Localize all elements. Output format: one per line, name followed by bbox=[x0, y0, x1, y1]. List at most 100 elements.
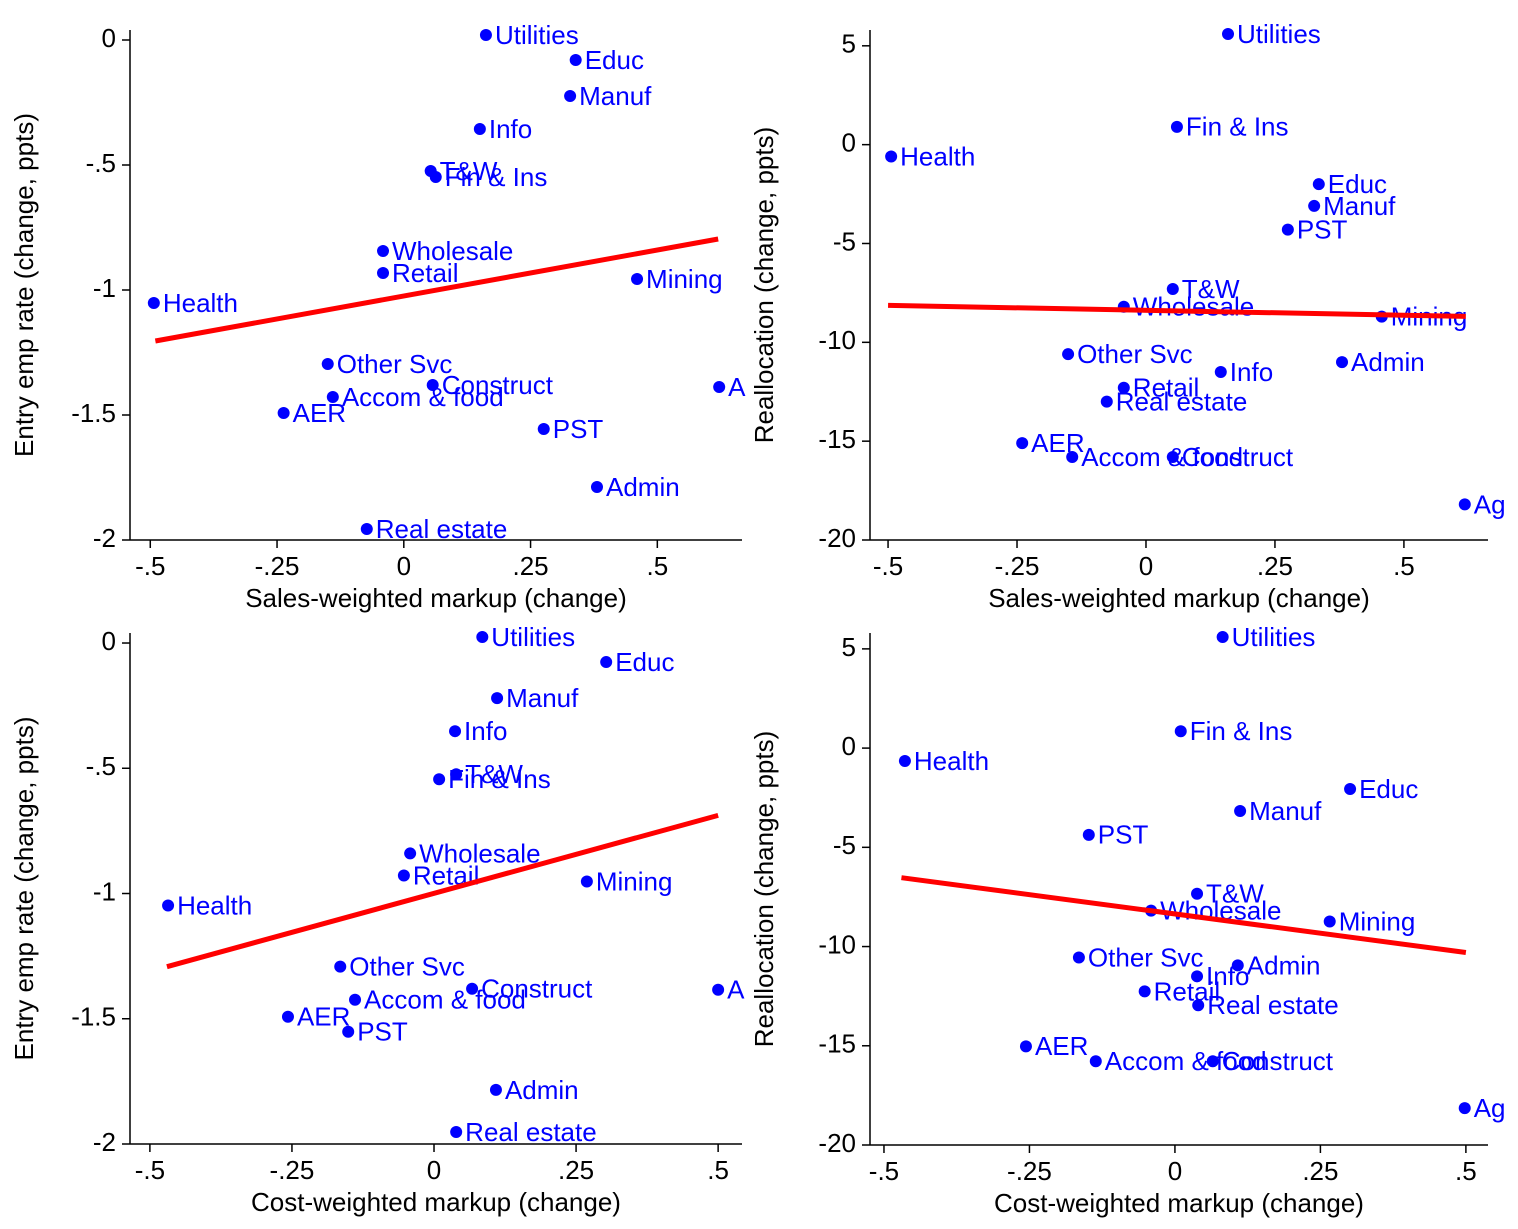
y-tick-label: -5 bbox=[833, 830, 856, 860]
point-label: Utilities bbox=[491, 622, 575, 652]
y-tick-label: -15 bbox=[818, 424, 856, 454]
point-label: Info bbox=[1206, 961, 1249, 991]
point-label: Utilities bbox=[1237, 19, 1321, 49]
point bbox=[277, 407, 290, 419]
point bbox=[342, 1025, 355, 1038]
point-label: Admin bbox=[505, 1075, 579, 1105]
y-tick-label: -20 bbox=[818, 1128, 856, 1158]
point bbox=[564, 90, 577, 102]
point bbox=[1281, 223, 1294, 236]
x-tick-label: 0 bbox=[1168, 1156, 1182, 1186]
point-label: PST bbox=[553, 414, 604, 444]
point bbox=[1323, 915, 1336, 928]
point-label: Wholesale bbox=[1133, 292, 1254, 322]
point bbox=[1016, 437, 1029, 450]
point-label: Admin bbox=[1247, 950, 1321, 980]
point-label: Other Svc bbox=[1077, 339, 1193, 369]
point-label: Real estate bbox=[376, 514, 508, 544]
point bbox=[1216, 630, 1229, 643]
point bbox=[1458, 498, 1471, 511]
point-label: Construct bbox=[442, 370, 554, 400]
y-tick-label: 0 bbox=[102, 23, 116, 53]
y-axis-title: Entry emp rate (change, ppts) bbox=[9, 717, 39, 1061]
point-label: T&W bbox=[1206, 879, 1264, 909]
point-label: Accom & food bbox=[342, 382, 504, 412]
point bbox=[712, 983, 725, 996]
point-label: Health bbox=[177, 890, 252, 920]
point-label: PST bbox=[1098, 820, 1149, 850]
point bbox=[1166, 282, 1179, 295]
y-tick-label: 0 bbox=[842, 128, 856, 158]
point-label: Mining bbox=[646, 264, 723, 294]
point bbox=[580, 875, 593, 888]
x-axis-title: Sales-weighted markup (change) bbox=[988, 583, 1370, 613]
y-tick-label: -2 bbox=[93, 1127, 116, 1157]
point-label: Fin & Ins bbox=[448, 764, 551, 794]
x-tick-label: .25 bbox=[1302, 1156, 1338, 1186]
point-label: Accom & food bbox=[1081, 442, 1243, 472]
y-tick-label: -20 bbox=[818, 523, 856, 553]
point-label: Construct bbox=[1222, 1046, 1334, 1076]
point bbox=[1062, 348, 1075, 361]
x-tick-label: 0 bbox=[397, 551, 411, 581]
point-label: Health bbox=[163, 288, 238, 318]
x-tick-label: -.5 bbox=[869, 1156, 899, 1186]
point bbox=[1192, 999, 1205, 1012]
point bbox=[1170, 120, 1183, 133]
y-tick-label: 0 bbox=[102, 626, 116, 656]
point bbox=[1214, 365, 1227, 378]
y-axis-title: Reallocation (change, ppts) bbox=[749, 127, 779, 444]
point-label: Real estate bbox=[1116, 387, 1248, 417]
point bbox=[397, 869, 410, 882]
x-axis-title: Sales-weighted markup (change) bbox=[245, 583, 627, 613]
point bbox=[377, 245, 390, 257]
point bbox=[334, 960, 347, 973]
point bbox=[433, 773, 446, 786]
fit-line bbox=[888, 302, 1466, 319]
point bbox=[885, 150, 898, 163]
point bbox=[476, 631, 489, 644]
point-label: Health bbox=[914, 746, 989, 776]
y-tick-label: -.5 bbox=[86, 751, 116, 781]
point bbox=[1191, 887, 1204, 900]
point-label: Real estate bbox=[465, 1117, 597, 1147]
point bbox=[377, 267, 390, 279]
point bbox=[1089, 1055, 1102, 1068]
point-label: Fin & Ins bbox=[1186, 112, 1289, 142]
point bbox=[1191, 970, 1204, 983]
point bbox=[473, 123, 486, 135]
point bbox=[321, 358, 334, 370]
point-label: PST bbox=[1297, 215, 1348, 245]
x-tick-label: .5 bbox=[1455, 1156, 1477, 1186]
x-tick-label: -.5 bbox=[135, 1155, 165, 1185]
point-label: Info bbox=[464, 716, 507, 746]
point-label: Other Svc bbox=[337, 349, 453, 379]
point-label: Manuf bbox=[506, 683, 579, 713]
x-tick-label: .5 bbox=[1393, 551, 1415, 581]
point-label: Educ bbox=[585, 45, 644, 75]
fit-line bbox=[166, 812, 719, 970]
x-tick-label: 0 bbox=[1139, 551, 1153, 581]
point-label: T&W bbox=[465, 759, 523, 789]
point-label: A bbox=[728, 372, 746, 402]
point bbox=[404, 847, 417, 860]
point bbox=[1117, 381, 1130, 394]
point-label: Manuf bbox=[579, 81, 652, 111]
point bbox=[1138, 985, 1151, 998]
point-label: Ag bbox=[1474, 1093, 1506, 1123]
point-label: Admin bbox=[1351, 347, 1425, 377]
point bbox=[1166, 450, 1179, 463]
x-tick-label: .25 bbox=[1257, 551, 1293, 581]
point bbox=[360, 523, 373, 535]
point-label: Fin & Ins bbox=[445, 162, 548, 192]
point bbox=[1019, 1040, 1032, 1053]
point bbox=[537, 423, 550, 435]
point-label: Construct bbox=[1182, 442, 1294, 472]
point-label: T&W bbox=[1182, 274, 1240, 304]
point bbox=[1231, 959, 1244, 972]
point-label: Mining bbox=[1339, 906, 1416, 936]
point bbox=[450, 1125, 463, 1138]
point bbox=[162, 899, 175, 912]
y-axis-title: Reallocation (change, ppts) bbox=[749, 731, 779, 1048]
